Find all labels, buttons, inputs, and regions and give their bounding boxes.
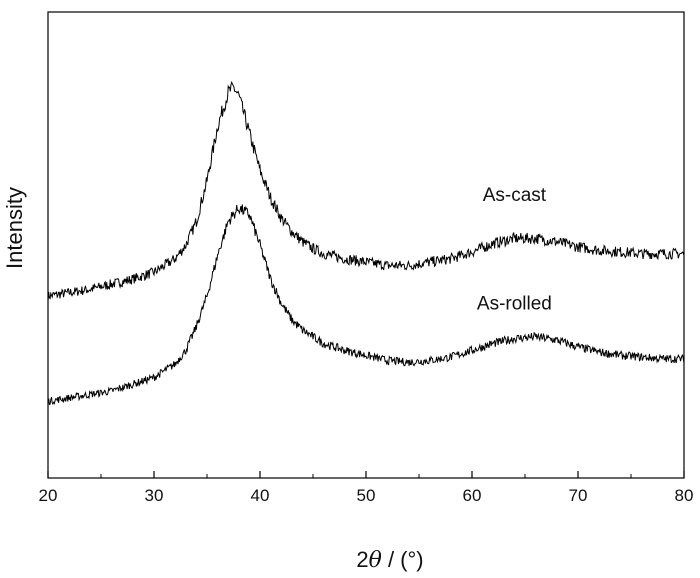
x-tick-label: 60 — [463, 486, 482, 505]
x-tick-label: 20 — [39, 486, 58, 505]
x-tick-label: 40 — [251, 486, 270, 505]
x-tick-label: 80 — [675, 486, 694, 505]
series-label-as-cast: As-cast — [483, 185, 547, 206]
series-line-as-cast — [47, 80, 685, 301]
series-line-as-rolled — [47, 204, 685, 406]
x-axis-title-variable: θ — [369, 548, 382, 573]
labels-layer: As-cast As-rolled — [477, 185, 552, 315]
series-label-as-rolled: As-rolled — [477, 294, 552, 315]
x-axis-title-unit: / (°) — [382, 547, 424, 572]
plot-frame — [47, 11, 685, 479]
series-layer — [47, 80, 685, 406]
x-tick-label: 50 — [357, 486, 376, 505]
y-axis-title: Intensity — [2, 187, 27, 269]
x-axis-title-symbol: 2 — [356, 547, 368, 572]
x-axis-ticks: 20 30 40 50 60 70 80 — [39, 471, 694, 505]
x-tick-label: 70 — [569, 486, 588, 505]
x-tick-label: 30 — [145, 486, 164, 505]
x-axis-title: 2θ / (°) — [356, 547, 423, 573]
